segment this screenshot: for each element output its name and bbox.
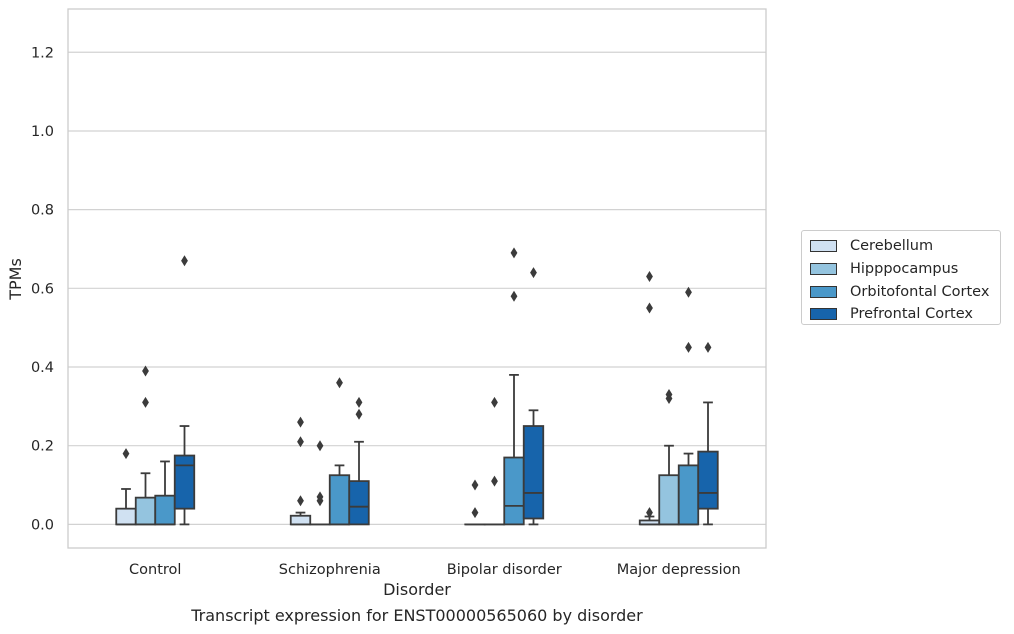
legend-item-hippocampus: Hipppocampus	[810, 258, 1000, 281]
outlier-point	[646, 507, 653, 519]
outlier-point	[142, 365, 149, 377]
x-tick-label: Bipolar disorder	[447, 562, 562, 578]
y-tick-label: 1.0	[31, 124, 54, 140]
outlier-point	[297, 495, 304, 507]
outlier-point	[530, 267, 537, 279]
x-tick-label: Schizophrenia	[279, 562, 381, 578]
box-group	[483, 396, 506, 526]
box-iqr	[154, 494, 176, 526]
legend-item-prefrontal: Prefrontal Cortex	[810, 303, 1000, 326]
outlier-point	[685, 341, 692, 353]
box-group	[309, 440, 331, 526]
outlier-point	[355, 408, 363, 420]
box-iqr	[697, 450, 719, 510]
legend-label-prefrontal: Prefrontal Cortex	[850, 306, 973, 323]
y-tick-label: 0.8	[31, 203, 54, 219]
box-iqr	[173, 454, 196, 510]
box-group	[638, 271, 661, 526]
outlier-point	[471, 479, 479, 491]
outlier-point	[122, 448, 130, 460]
outlier-point	[297, 416, 304, 428]
x-tick-labels: Control Schizophrenia Bipolar disorder Majo…	[129, 562, 741, 578]
legend-swatch-hippocampus	[810, 263, 837, 276]
box-group	[134, 365, 157, 526]
outlier-point	[665, 389, 673, 401]
outlier-point	[491, 396, 498, 408]
gridlines	[68, 51, 766, 525]
outlier-point	[316, 440, 324, 452]
box-group	[503, 247, 525, 526]
box-group	[289, 416, 312, 526]
x-tick-label: Major depression	[617, 562, 741, 578]
legend-swatch-orbitofrontal	[810, 285, 837, 298]
box-group	[697, 341, 719, 526]
x-tick-label: Control	[129, 562, 181, 578]
outlier-point	[336, 377, 343, 389]
legend-item-cerebellum: Cerebellum	[810, 235, 1000, 258]
outlier-point	[355, 396, 363, 408]
legend-swatch-prefrontal	[810, 308, 837, 321]
legend-label-cerebellum: Cerebellum	[850, 238, 934, 255]
box-group	[677, 286, 700, 526]
legend-label-hippocampus: Hipppocampus	[850, 261, 959, 278]
box-iqr	[348, 480, 370, 526]
outlier-point	[646, 302, 653, 314]
box-group	[522, 267, 545, 526]
y-tick-labels: 0.0 0.2 0.4 0.6 0.8 1.0 1.2	[31, 45, 54, 533]
y-tick-label: 1.2	[31, 45, 54, 61]
box-iqr	[115, 507, 137, 526]
outlier-point	[142, 396, 149, 408]
box-group	[154, 460, 176, 526]
box-group	[173, 255, 196, 526]
outlier-point	[471, 507, 479, 519]
legend-swatch-cerebellum	[810, 240, 837, 253]
box-iqr	[328, 474, 351, 526]
box-iqr	[522, 425, 545, 520]
outlier-point	[510, 290, 518, 302]
box-group	[115, 448, 137, 526]
y-tick-label: 0.4	[31, 360, 54, 376]
outlier-point	[704, 341, 712, 353]
x-axis-label: Disorder	[383, 580, 451, 599]
box-iqr	[134, 496, 157, 526]
box-plots	[115, 247, 719, 526]
outlier-point	[316, 491, 324, 503]
box-group	[348, 396, 370, 526]
box-iqr	[289, 514, 312, 526]
chart-caption: Transcript expression for ENST0000056506…	[191, 606, 643, 625]
outlier-point	[685, 286, 692, 298]
legend-item-orbitofrontal: Orbitofontal Cortex	[810, 280, 1000, 303]
outlier-point	[510, 247, 518, 259]
outlier-point	[646, 271, 653, 283]
box-group	[658, 389, 680, 526]
y-tick-label: 0.2	[31, 439, 54, 455]
outlier-point	[181, 255, 188, 267]
y-tick-label: 0.6	[31, 281, 54, 297]
y-tick-label: 0.0	[31, 517, 54, 533]
y-axis-label: TPMs	[6, 258, 25, 301]
legend: Cerebellum Hipppocampus Orbitofontal Cor…	[801, 230, 1001, 325]
outlier-point	[491, 475, 498, 487]
box-group	[464, 479, 486, 526]
box-iqr	[503, 456, 525, 526]
outlier-point	[297, 436, 304, 448]
plot-area-frame	[67, 8, 767, 549]
box-iqr	[658, 474, 680, 526]
box-iqr	[677, 464, 700, 526]
legend-label-orbitofrontal: Orbitofontal Cortex	[850, 283, 990, 300]
box-group	[328, 377, 351, 526]
